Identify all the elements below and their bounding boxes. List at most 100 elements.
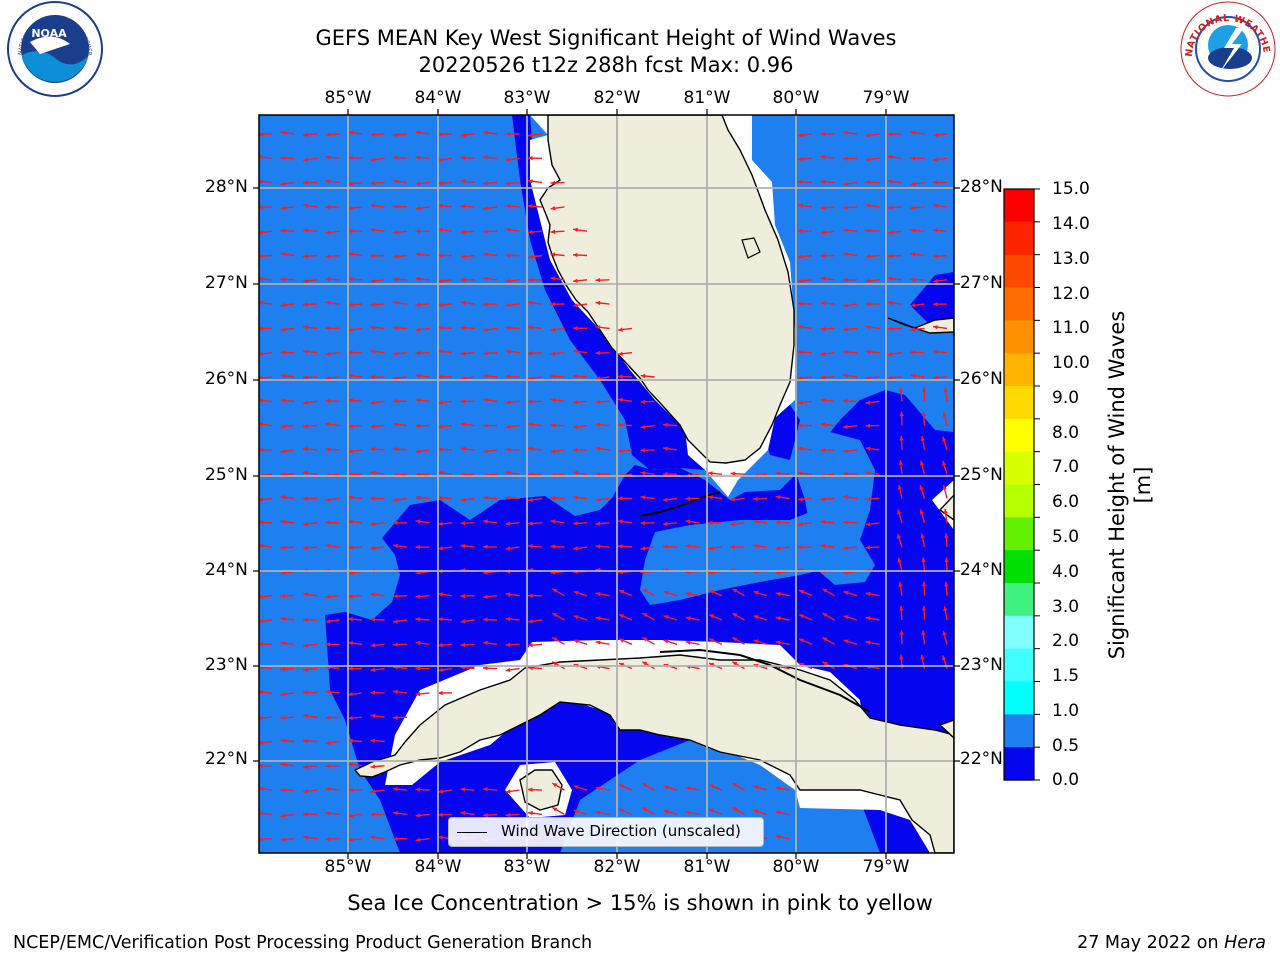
wind-wave-arrow xyxy=(573,303,588,308)
lat-label-right: 27°N xyxy=(960,273,1003,293)
wind-wave-arrow xyxy=(572,521,588,526)
wind-wave-arrow xyxy=(899,605,904,621)
wind-wave-arrow xyxy=(280,449,295,454)
wind-wave-arrow xyxy=(460,155,475,160)
wind-wave-arrow xyxy=(820,519,835,525)
wind-wave-arrow xyxy=(393,543,408,548)
wind-wave-arrow xyxy=(460,543,475,549)
wind-wave-arrow xyxy=(797,545,813,550)
wind-wave-arrow xyxy=(933,132,948,138)
wind-wave-arrow xyxy=(595,497,610,502)
wind-wave-arrow xyxy=(438,227,453,233)
wind-wave-arrow xyxy=(505,521,520,526)
wind-wave-arrow xyxy=(460,132,475,138)
wind-wave-arrow xyxy=(348,762,363,767)
wind-wave-arrow xyxy=(259,641,273,647)
wind-wave-arrow xyxy=(910,205,925,210)
wind-wave-arrow xyxy=(663,615,678,621)
wind-wave-arrow xyxy=(348,181,363,186)
wind-wave-arrow xyxy=(865,616,880,621)
wind-wave-arrow xyxy=(482,302,498,307)
wind-wave-arrow xyxy=(325,520,340,525)
wind-wave-arrow xyxy=(708,638,723,645)
wind-wave-arrow xyxy=(303,521,318,527)
wind-wave-arrow xyxy=(325,543,340,548)
wind-wave-arrow xyxy=(370,592,385,597)
wind-wave-arrow xyxy=(505,253,520,258)
wind-wave-arrow xyxy=(820,154,835,160)
wind-wave-arrow xyxy=(618,613,633,621)
wind-wave-arrow xyxy=(415,666,430,671)
wind-wave-arrow xyxy=(460,254,475,259)
colorbar-tick-label: 4.0 xyxy=(1052,562,1080,582)
wind-wave-arrow xyxy=(370,546,385,551)
wind-wave-arrow xyxy=(280,205,295,211)
wind-wave-arrow xyxy=(921,581,927,596)
wind-wave-arrow xyxy=(527,204,543,209)
wind-wave-arrow xyxy=(438,470,453,475)
lat-label-left: 28°N xyxy=(205,177,248,197)
wind-wave-arrow xyxy=(393,811,408,816)
wind-wave-arrow xyxy=(460,204,475,209)
wind-wave-arrow xyxy=(820,543,835,548)
wind-wave-arrow xyxy=(348,449,363,454)
colorbar-segment xyxy=(1004,287,1034,321)
wind-wave-arrow xyxy=(821,588,835,597)
wind-wave-arrow xyxy=(438,203,453,209)
wind-wave-arrow xyxy=(370,470,385,476)
wind-wave-arrow xyxy=(348,398,363,403)
wind-wave-arrow xyxy=(302,738,318,744)
wind-wave-arrow xyxy=(731,612,745,621)
wind-wave-arrow xyxy=(932,375,948,380)
wind-wave-arrow xyxy=(303,470,318,476)
lat-label-right: 23°N xyxy=(960,655,1003,675)
wind-wave-arrow xyxy=(280,837,295,842)
wind-wave-arrow xyxy=(437,812,453,817)
wind-wave-arrow xyxy=(415,373,430,379)
land-florida xyxy=(539,115,795,464)
colorbar-segment xyxy=(1004,254,1034,289)
wind-wave-arrow xyxy=(942,411,948,426)
wind-wave-arrow xyxy=(843,277,857,282)
wind-wave-arrow xyxy=(460,619,475,624)
wind-wave-arrow xyxy=(573,615,588,621)
wind-wave-arrow xyxy=(460,810,475,816)
wind-wave-arrow xyxy=(550,351,565,356)
wind-wave-arrow xyxy=(573,349,588,354)
wind-wave-arrow xyxy=(944,581,949,596)
wind-wave-arrow xyxy=(843,130,858,136)
lat-label-left: 25°N xyxy=(205,465,248,485)
wind-wave-arrow xyxy=(753,519,768,524)
wind-wave-arrow xyxy=(482,423,498,428)
wind-wave-arrow xyxy=(640,520,655,526)
wind-wave-arrow xyxy=(325,398,340,403)
wind-wave-arrow xyxy=(663,521,678,526)
wind-wave-arrow xyxy=(865,228,880,233)
wind-wave-arrow xyxy=(415,594,430,599)
wind-wave-arrow xyxy=(730,544,745,550)
wind-wave-arrow xyxy=(370,302,385,307)
wind-wave-arrow xyxy=(888,276,903,281)
wind-wave-arrow xyxy=(775,640,790,645)
colorbar-tick-label: 6.0 xyxy=(1052,492,1080,512)
wind-wave-arrow xyxy=(505,495,520,500)
wind-wave-arrow xyxy=(798,613,813,621)
lon-label-top: 79°W xyxy=(862,88,910,108)
wind-wave-arrow xyxy=(393,230,408,235)
colorbar-segment xyxy=(1004,648,1034,683)
wind-wave-arrow xyxy=(572,252,588,258)
wind-wave-arrow xyxy=(280,398,295,403)
wind-wave-arrow xyxy=(370,789,385,794)
lat-label-left: 24°N xyxy=(205,560,248,580)
wind-wave-arrow xyxy=(527,399,543,404)
wind-wave-arrow xyxy=(797,350,813,355)
wind-wave-arrow xyxy=(415,229,430,234)
wind-wave-arrow xyxy=(775,834,790,840)
wind-wave-arrow xyxy=(595,278,610,283)
wind-wave-arrow xyxy=(753,639,768,645)
wind-wave-arrow xyxy=(392,398,408,404)
wind-wave-arrow xyxy=(685,810,700,816)
wind-wave-arrow xyxy=(528,325,543,330)
wind-wave-arrow xyxy=(347,787,363,792)
